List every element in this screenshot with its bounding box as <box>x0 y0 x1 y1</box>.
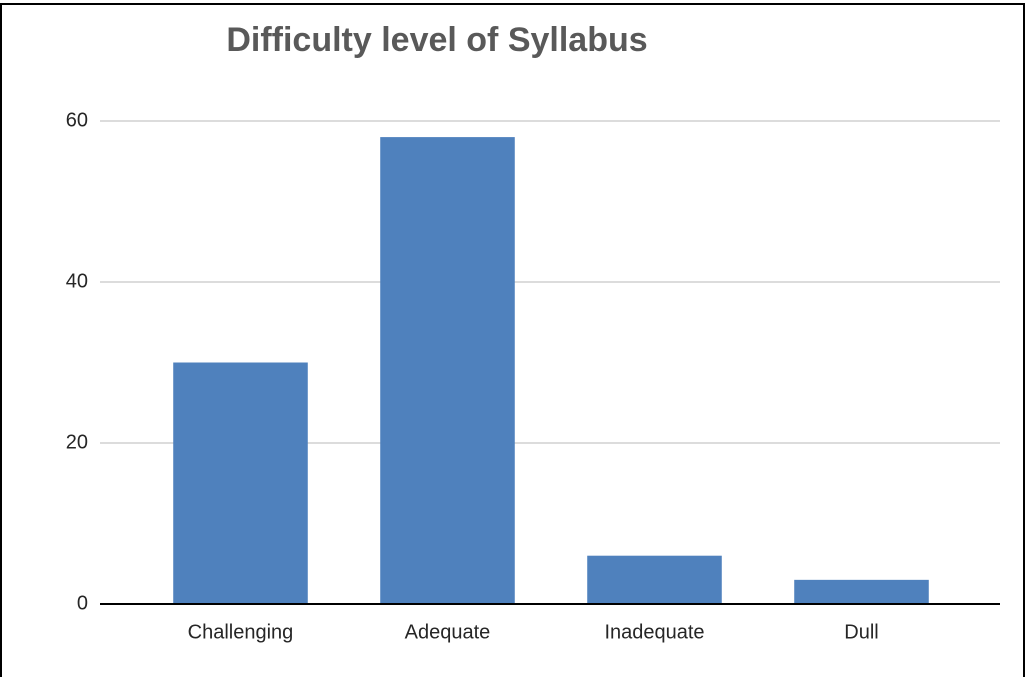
y-tick-label: 0 <box>77 592 88 614</box>
bar <box>587 555 722 604</box>
bar <box>173 362 308 604</box>
bar <box>794 579 929 604</box>
y-tick-label: 40 <box>66 270 88 292</box>
chart-title: Difficulty level of Syllabus <box>226 21 647 59</box>
x-tick-label: Adequate <box>405 621 491 643</box>
bar <box>380 137 515 604</box>
x-tick-label: Dull <box>844 621 878 643</box>
y-tick-label: 20 <box>66 431 88 453</box>
x-tick-label: Inadequate <box>604 621 704 643</box>
x-tick-label: Challenging <box>188 621 294 643</box>
y-tick-label: 60 <box>66 109 88 131</box>
